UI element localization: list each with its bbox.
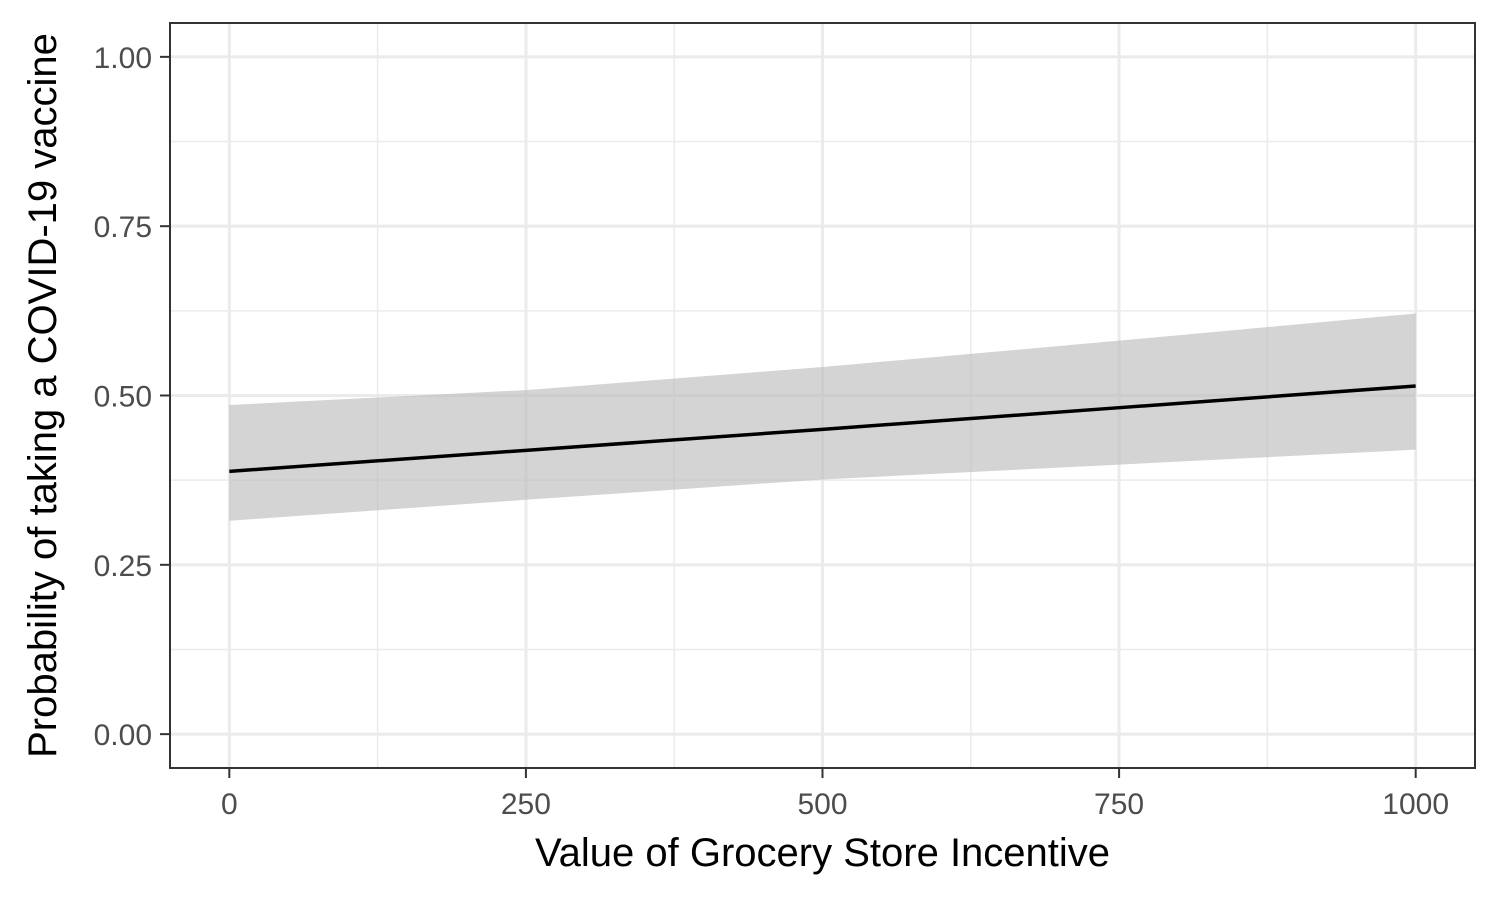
- y-axis: 0.00 0.25 0.50 0.75 1.00: [94, 42, 170, 752]
- confidence-band: [229, 313, 1416, 521]
- y-axis-title: Probability of taking a COVID-19 vaccine: [21, 33, 65, 758]
- x-axis: 0 250 500 750 1000: [221, 768, 1449, 821]
- series-line: [229, 384, 1416, 474]
- y-tick-label: 0.75: [94, 211, 152, 244]
- series-lines: [229, 384, 1416, 474]
- confidence-bands: [229, 313, 1416, 521]
- x-tick-label: 1000: [1382, 788, 1449, 821]
- x-tick-label: 0: [221, 788, 238, 821]
- y-tick-label: 0.25: [94, 550, 152, 583]
- y-tick-label: 0.50: [94, 381, 152, 414]
- x-axis-title: Value of Grocery Store Incentive: [535, 831, 1110, 875]
- x-tick-label: 250: [501, 788, 551, 821]
- y-tick-label: 1.00: [94, 42, 152, 75]
- y-tick-label: 0.00: [94, 719, 152, 752]
- x-tick-label: 500: [797, 788, 847, 821]
- x-tick-label: 750: [1094, 788, 1144, 821]
